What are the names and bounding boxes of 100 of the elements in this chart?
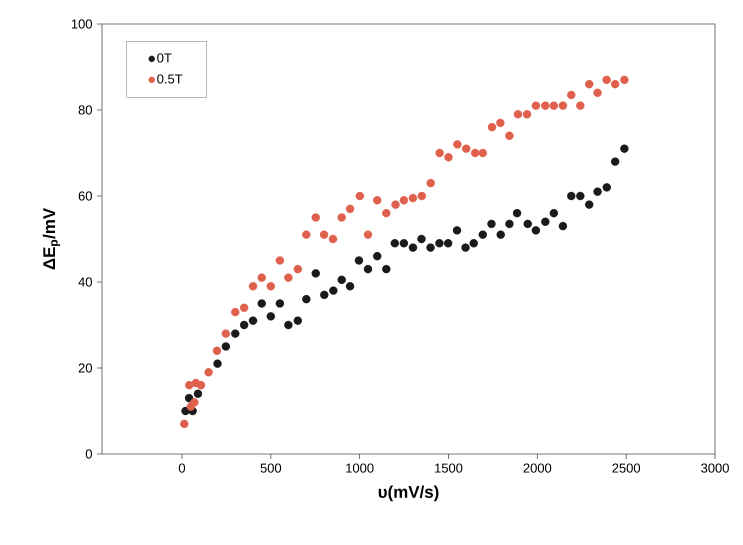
point xyxy=(435,239,444,248)
point xyxy=(284,320,293,330)
point xyxy=(417,234,426,244)
point xyxy=(356,192,364,200)
point xyxy=(426,243,435,252)
point xyxy=(400,239,408,248)
point xyxy=(222,329,230,338)
point xyxy=(444,239,452,248)
point xyxy=(610,157,620,166)
point xyxy=(328,234,338,244)
point xyxy=(346,204,354,214)
point xyxy=(240,320,248,330)
legend-label: 0.5T xyxy=(157,74,182,84)
point xyxy=(284,273,293,282)
point xyxy=(514,110,522,118)
point xyxy=(276,256,284,265)
point xyxy=(585,200,594,209)
point xyxy=(453,140,462,149)
point xyxy=(258,299,266,308)
point xyxy=(620,144,629,153)
point xyxy=(364,230,372,239)
point xyxy=(408,194,418,202)
point xyxy=(452,226,462,235)
point xyxy=(522,110,532,118)
point xyxy=(558,222,568,230)
point xyxy=(620,76,629,84)
point xyxy=(390,239,400,248)
point xyxy=(576,192,585,200)
y-tick-label: 0 xyxy=(86,449,92,459)
point xyxy=(610,80,620,88)
point xyxy=(266,282,276,290)
x-tick-label: 500 xyxy=(260,463,282,473)
point xyxy=(258,273,266,282)
point xyxy=(382,264,390,274)
point xyxy=(213,359,222,368)
point xyxy=(320,290,328,300)
y-tick-label: 40 xyxy=(78,277,92,287)
y-axis-title: ΔE$_{p}$/mV xyxy=(42,208,60,270)
point xyxy=(461,243,470,252)
point xyxy=(354,256,364,265)
point xyxy=(364,264,372,274)
point xyxy=(532,226,540,235)
point xyxy=(338,276,346,284)
point xyxy=(180,420,188,428)
point xyxy=(194,390,202,398)
point xyxy=(302,294,311,304)
point xyxy=(400,196,408,204)
point xyxy=(496,230,505,239)
point xyxy=(382,208,390,218)
point xyxy=(585,80,594,88)
point xyxy=(329,286,338,295)
point xyxy=(190,398,199,407)
point xyxy=(512,208,522,218)
x-axis-title: υ(mV/s) xyxy=(378,486,438,502)
point xyxy=(248,282,258,290)
point xyxy=(338,213,346,222)
point xyxy=(488,122,496,132)
point xyxy=(487,220,496,228)
point xyxy=(408,243,418,252)
point xyxy=(470,148,480,158)
x-tick-label: 3000 xyxy=(701,463,729,473)
point xyxy=(231,308,240,316)
point xyxy=(576,101,585,110)
point xyxy=(478,148,487,158)
point xyxy=(602,183,612,192)
point xyxy=(320,230,328,239)
y-tick-label: 80 xyxy=(78,105,92,115)
legend-label: 0T xyxy=(157,53,172,63)
point xyxy=(294,264,302,274)
point xyxy=(204,368,213,376)
point xyxy=(541,218,550,226)
point xyxy=(184,394,194,402)
point xyxy=(444,153,453,162)
point xyxy=(593,187,602,196)
point xyxy=(302,230,311,239)
point xyxy=(593,88,602,97)
point xyxy=(478,230,487,239)
point xyxy=(312,213,320,222)
point xyxy=(541,101,550,110)
point xyxy=(496,118,505,128)
point xyxy=(212,346,222,355)
point xyxy=(418,192,426,200)
y-tick-label: 20 xyxy=(78,363,92,373)
point xyxy=(391,200,400,209)
point xyxy=(462,144,470,153)
x-tick-label: 2500 xyxy=(612,463,640,473)
point xyxy=(266,312,276,321)
point xyxy=(373,252,382,260)
point xyxy=(346,282,354,290)
point xyxy=(294,316,302,325)
point xyxy=(524,220,532,228)
point xyxy=(222,342,230,351)
point xyxy=(373,196,382,204)
y-tick-label: 100 xyxy=(72,19,92,29)
point xyxy=(532,101,540,110)
x-tick-label: 1500 xyxy=(435,463,462,473)
x-tick-label: 0 xyxy=(178,463,186,473)
point xyxy=(505,220,514,228)
point xyxy=(248,316,258,325)
point xyxy=(470,239,478,248)
